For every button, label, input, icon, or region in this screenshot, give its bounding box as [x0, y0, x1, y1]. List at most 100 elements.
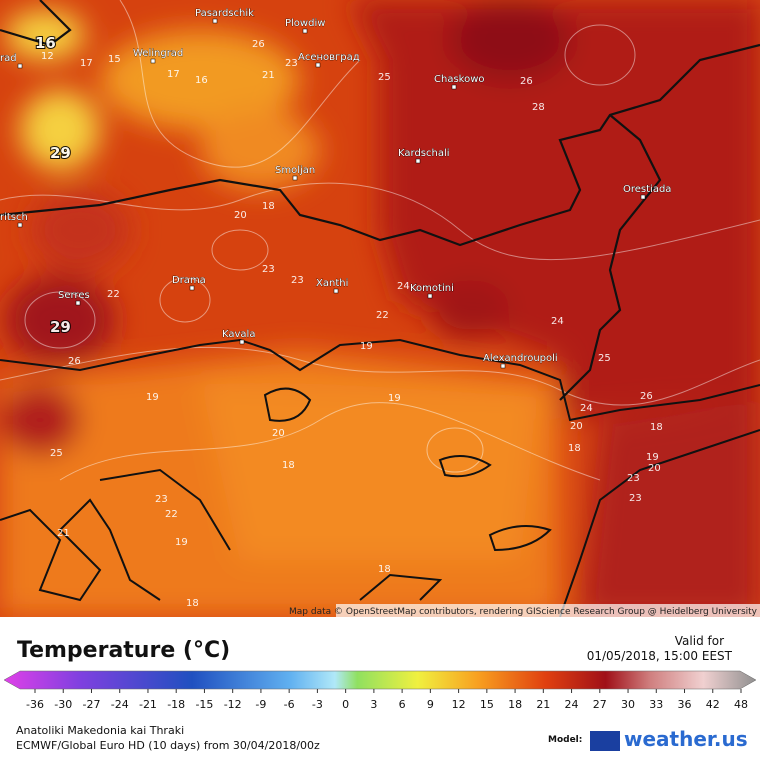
city-marker [315, 62, 321, 68]
contour-label: 20 [234, 210, 247, 221]
colorbar-scale [3, 670, 757, 690]
contour-label: 25 [598, 353, 611, 364]
isotherms [0, 0, 760, 481]
cities: Pasardschik Plowdiw Welingrad Асеновград Cha… [0, 8, 672, 369]
contour-label: 24 [551, 316, 564, 327]
city-label: Plowdiw [285, 18, 325, 29]
city-marker [640, 194, 646, 200]
city-label: Kavala [222, 329, 255, 340]
contour-label: 18 [262, 201, 275, 212]
city-label: Orestiada [623, 184, 671, 195]
colorbar-tick-label: 12 [452, 698, 466, 711]
colorbar-tick-label: -36 [26, 698, 44, 711]
contour-label: 23 [285, 58, 298, 69]
colorbar-tick-label: -27 [82, 698, 100, 711]
contour-label: 25 [50, 448, 63, 459]
city-marker [427, 293, 433, 299]
city-label: Xanthi [316, 278, 348, 289]
colorbar-tick-label: 27 [593, 698, 607, 711]
colorbar-tick-label: 36 [678, 698, 692, 711]
contour-label: 20 [648, 463, 661, 474]
contour-label: 23 [262, 264, 275, 275]
city-marker [17, 63, 23, 69]
valid-time: 01/05/2018, 15:00 EEST [586, 649, 732, 663]
colorbar: -36 -30 -27 -24 -21 -18 -15 -12 -9 -6 -3 0 3 6 9 12 15 18… [3, 670, 757, 711]
city-label: Komotini [410, 283, 454, 294]
city-marker [17, 222, 23, 228]
colorbar-tick-label: -6 [284, 698, 295, 711]
contour-label: 19 [388, 393, 401, 404]
contour-label: 19 [146, 392, 159, 403]
colorbar-tick-label: -24 [111, 698, 129, 711]
city-marker [451, 84, 457, 90]
contour-label: 20 [570, 421, 583, 432]
contour-label: 26 [252, 39, 265, 50]
contour-label: 12 [41, 51, 54, 62]
valid-label: Valid for [674, 634, 724, 648]
colorbar-tick-label: 48 [734, 698, 748, 711]
eu-flag [590, 731, 620, 751]
city-label: Kardschali [398, 148, 450, 159]
contour-label: 22 [165, 509, 178, 520]
model-run: ECMWF/Global Euro HD (10 days) from 30/0… [16, 739, 320, 752]
contour-label: 16 [195, 75, 208, 86]
city-label: Serres [58, 290, 90, 301]
colorbar-tick-label: -12 [224, 698, 242, 711]
city-marker [333, 288, 339, 294]
contour-label: 29 [50, 144, 71, 162]
city-label: Асеновград [298, 52, 360, 63]
contour-label: 22 [107, 289, 120, 300]
colorbar-tick-label: 33 [649, 698, 663, 711]
logo[interactable]: weather.us [624, 727, 748, 751]
contour-label: 24 [397, 281, 410, 292]
colorbar-tick-label: -3 [312, 698, 323, 711]
colorbar-tick-label: -18 [167, 698, 185, 711]
colorbar-tick-label: 21 [536, 698, 550, 711]
colorbar-tick-label: -15 [195, 698, 213, 711]
city-marker [302, 28, 308, 34]
contour-label: 18 [186, 598, 199, 609]
map: Pasardschik Plowdiw Welingrad Асеновград Cha… [0, 0, 760, 617]
colorbar-tick-label: 9 [427, 698, 434, 711]
contour-label: 17 [80, 58, 93, 69]
colorbar-tick-label: -21 [139, 698, 157, 711]
attribution-bg [336, 604, 760, 617]
contour-label: 23 [629, 493, 642, 504]
city-label: Chaskowo [434, 74, 485, 85]
city-marker [292, 175, 298, 181]
contour-label: 23 [291, 275, 304, 286]
contour-label: 18 [282, 460, 295, 471]
contour-label: 19 [175, 537, 188, 548]
contour-label: 26 [640, 391, 653, 402]
contour-label: 26 [520, 76, 533, 87]
contour-label: 24 [580, 403, 593, 414]
contour-label: 19 [360, 341, 373, 352]
colorbar-tick-label: 0 [342, 698, 349, 711]
contour-label: 23 [627, 473, 640, 484]
colorbar-tick-label: 42 [706, 698, 720, 711]
city-label: Welingrad [133, 48, 183, 59]
contour-label: 21 [57, 528, 70, 539]
city-label: rad [0, 53, 17, 64]
contour-label: 26 [68, 356, 81, 367]
contour-label: 25 [378, 72, 391, 83]
borders [0, 0, 760, 401]
city-marker [75, 300, 81, 306]
colorbar-tick-label: 24 [565, 698, 579, 711]
city-label: ritsch [0, 212, 28, 223]
contour-label: 29 [50, 318, 71, 336]
temperature-field [0, 0, 760, 617]
colorbar-tick-label: 6 [399, 698, 406, 711]
contour-label: 15 [108, 54, 121, 65]
colorbar-tick-label: -9 [255, 698, 266, 711]
city-marker [239, 339, 245, 345]
contour-label: 16 [35, 34, 56, 52]
contour-label: 17 [167, 69, 180, 80]
contour-label: 18 [650, 422, 663, 433]
city-marker [212, 18, 218, 24]
colorbar-tick-label: 30 [621, 698, 635, 711]
region: Anatoliki Makedonia kai Thraki [16, 724, 185, 737]
contour-label: 28 [532, 102, 545, 113]
